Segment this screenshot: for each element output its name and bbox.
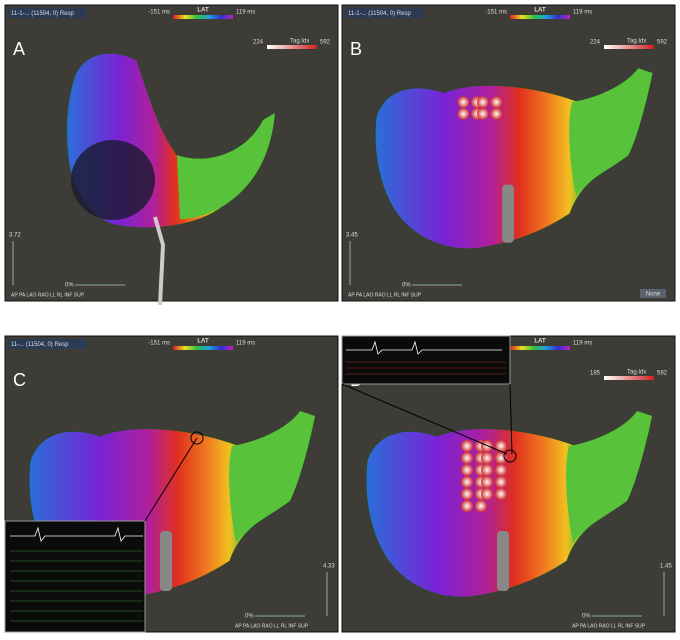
ecg-inset bbox=[341, 335, 511, 385]
ablation-tag bbox=[461, 500, 473, 512]
zoom-value: 4.33 bbox=[323, 564, 335, 570]
lat-name: LAT bbox=[197, 339, 209, 345]
view-buttons[interactable]: AP PA LAO RAO LL RL INF SUP bbox=[11, 292, 85, 298]
ablation-tag bbox=[495, 464, 507, 476]
tag-name: Tag.Idx bbox=[627, 39, 646, 45]
zoom-value: 1.45 bbox=[660, 564, 672, 570]
lat-bar bbox=[173, 15, 233, 19]
ablation-tag bbox=[481, 464, 493, 476]
ablation-tag bbox=[495, 476, 507, 488]
inset-target bbox=[190, 431, 204, 445]
header-box bbox=[8, 8, 86, 18]
ablation-tag bbox=[495, 488, 507, 500]
inset-target bbox=[503, 449, 517, 463]
lat-name: LAT bbox=[534, 339, 546, 345]
ablation-tag bbox=[490, 96, 503, 108]
tag-min: 224 bbox=[253, 40, 264, 46]
inset-pointer bbox=[144, 437, 198, 522]
lat-name: LAT bbox=[534, 8, 546, 14]
ablation-tag bbox=[461, 452, 473, 464]
ecg-trace bbox=[10, 526, 143, 542]
panel: B 11-1-... (11504, 0) Resp -151 ms LAT 119 m… bbox=[341, 4, 676, 302]
atrium-green bbox=[569, 68, 653, 197]
ablation-tag bbox=[457, 96, 470, 108]
lat-max: 119 ms bbox=[573, 341, 592, 347]
none-button-label[interactable]: None bbox=[646, 292, 661, 298]
header-box bbox=[345, 8, 423, 18]
tag-min: 185 bbox=[590, 371, 601, 377]
atrium-green bbox=[177, 113, 275, 219]
view-buttons[interactable]: AP PA LAO RAO LL RL INF SUP bbox=[572, 623, 646, 629]
zoom-value: 3.45 bbox=[346, 233, 358, 239]
ablation-tag bbox=[476, 96, 489, 108]
atrium-green bbox=[229, 411, 315, 543]
tag-bar bbox=[267, 45, 317, 49]
lat-bar bbox=[173, 346, 233, 350]
percent: 0% bbox=[65, 283, 74, 289]
tag-max: 592 bbox=[320, 40, 331, 46]
catheter bbox=[160, 531, 172, 591]
view-buttons[interactable]: AP PA LAO RAO LL RL INF SUP bbox=[235, 623, 309, 629]
ecg-trace bbox=[346, 340, 502, 355]
ablation-tag bbox=[490, 107, 503, 120]
atrium-green bbox=[566, 411, 652, 543]
ablation-tag bbox=[495, 452, 507, 464]
lat-name: LAT bbox=[197, 8, 209, 14]
panel: C 11-... (11504, 0) Resp -151 ms LAT 119 ms 4… bbox=[4, 335, 339, 633]
percent: 0% bbox=[402, 283, 411, 289]
zoom-value: 3.72 bbox=[9, 233, 21, 239]
map bbox=[365, 410, 653, 598]
ablation-tag bbox=[461, 440, 473, 452]
panel-label: C bbox=[13, 370, 26, 390]
panels: A 11-1-... (11504, 0) Resp -151 ms LAT 119 m… bbox=[4, 4, 676, 633]
ablation-tag bbox=[481, 452, 493, 464]
lat-bar bbox=[510, 346, 570, 350]
tag-min: 224 bbox=[590, 40, 601, 46]
ablation-tag bbox=[475, 500, 487, 512]
ecg-inset bbox=[4, 520, 146, 633]
ablation-tag bbox=[481, 488, 493, 500]
none-button[interactable] bbox=[640, 289, 666, 298]
lat-max: 119 ms bbox=[236, 341, 255, 347]
header: 11-1-... (11504, 0) Resp bbox=[11, 11, 74, 17]
lat-min: -151 ms bbox=[485, 10, 507, 16]
ostium bbox=[71, 140, 155, 220]
percent: 0% bbox=[582, 614, 591, 620]
tag-name: Tag.Idx bbox=[627, 370, 646, 376]
map bbox=[374, 67, 654, 250]
tag-bar bbox=[604, 376, 654, 380]
panel-label: A bbox=[13, 39, 25, 59]
catheter bbox=[497, 531, 509, 591]
header: 11-1-... (11504, 0) Resp bbox=[348, 11, 411, 17]
tag-max: 592 bbox=[657, 371, 668, 377]
catheter bbox=[153, 216, 166, 306]
ablation-tag bbox=[461, 476, 473, 488]
catheter bbox=[502, 184, 514, 243]
ablation-tag bbox=[457, 107, 470, 120]
map bbox=[66, 52, 276, 306]
inset-pointer bbox=[509, 383, 513, 455]
panel: A 11-1-... (11504, 0) Resp -151 ms LAT 119 m… bbox=[4, 4, 339, 306]
inset-pointer bbox=[341, 383, 508, 455]
panel-label: B bbox=[350, 39, 362, 59]
header-box bbox=[8, 339, 86, 349]
view-buttons[interactable]: AP PA LAO RAO LL RL INF SUP bbox=[348, 292, 422, 298]
percent: 0% bbox=[245, 614, 254, 620]
ablation-tag bbox=[461, 488, 473, 500]
lat-max: 119 ms bbox=[573, 10, 592, 16]
lat-max: 119 ms bbox=[236, 10, 255, 16]
lat-min: -151 ms bbox=[148, 10, 170, 16]
tag-bar bbox=[604, 45, 654, 49]
lat-min: -151 ms bbox=[148, 341, 170, 347]
lat-bar bbox=[510, 15, 570, 19]
ablation-tag bbox=[495, 440, 507, 452]
tag-max: 592 bbox=[657, 40, 668, 46]
tag-name: Tag.Idx bbox=[290, 39, 309, 45]
ablation-tag bbox=[481, 476, 493, 488]
ablation-tag bbox=[461, 464, 473, 476]
ablation-tag bbox=[476, 107, 489, 120]
header: 11-... (11504, 0) Resp bbox=[11, 342, 69, 348]
